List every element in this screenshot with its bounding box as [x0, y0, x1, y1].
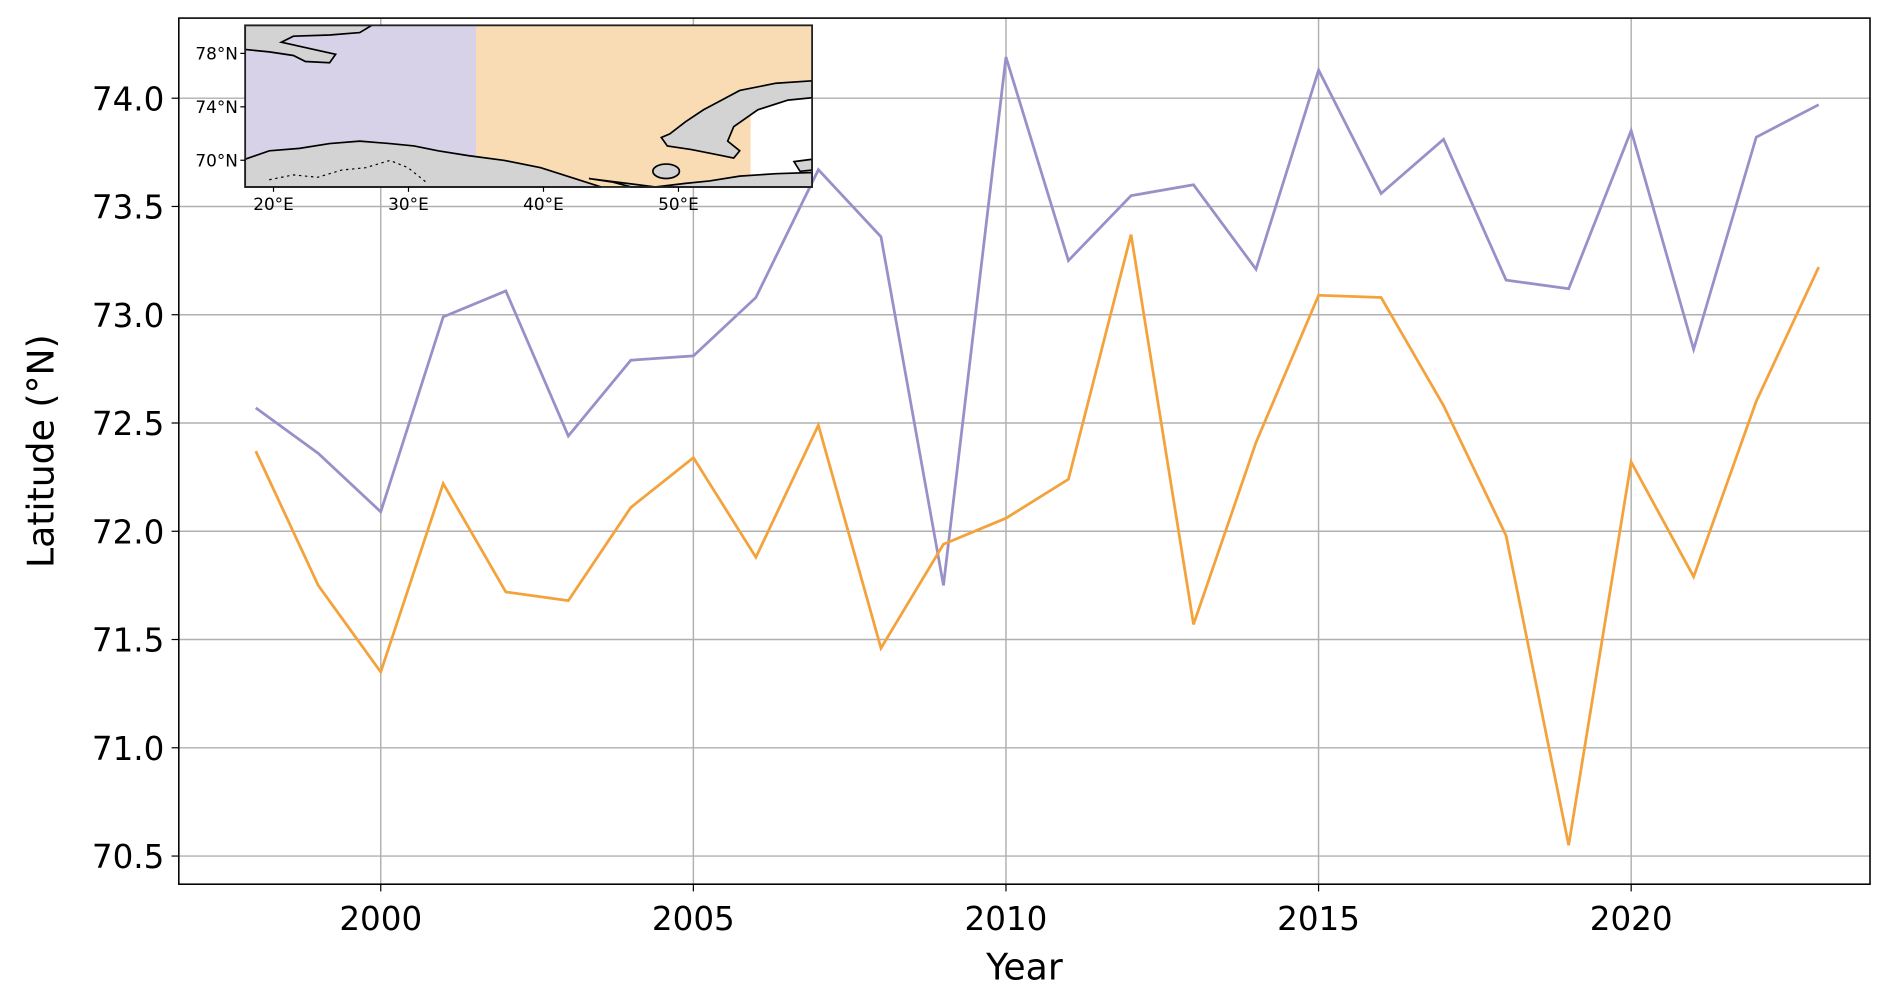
russia-mainland	[588, 171, 813, 188]
grid	[178, 18, 1871, 885]
x-axis-ticks: 2000 2005 2010 2015 2020	[339, 884, 1673, 938]
y-tick-label: 71.5	[92, 622, 164, 660]
x-axis-label: Year	[985, 945, 1063, 988]
inset-lon-label: 40°E	[523, 194, 564, 214]
inset-lat-label: 70°N	[195, 150, 238, 170]
kolguev-island	[652, 163, 681, 180]
x-tick-label: 2020	[1590, 900, 1673, 938]
y-tick-label: 72.0	[92, 513, 164, 551]
y-tick-label: 74.0	[92, 80, 164, 118]
inset-lat-label: 74°N	[195, 97, 238, 117]
series-line-purple	[254, 56, 1820, 586]
inset-lat-label: 78°N	[195, 43, 238, 63]
inset-map: 20°E 30°E 40°E 50°E 78°N 74°N 70°N	[195, 24, 814, 214]
y-axis-ticks: 70.5 71.0 71.5 72.0 72.5 73.0 73.5 74.0	[92, 80, 179, 876]
land	[244, 24, 813, 188]
inset-frame	[244, 24, 814, 188]
inset-lon-label: 30°E	[388, 194, 429, 214]
y-tick-label: 70.5	[92, 838, 164, 876]
series-lines	[254, 56, 1820, 846]
plot-frame	[178, 17, 1871, 885]
y-tick-label: 71.0	[92, 730, 164, 768]
series-line-orange	[254, 234, 1820, 846]
x-tick-label: 2010	[965, 900, 1048, 938]
norway-border	[269, 159, 427, 183]
inset-lon-label: 50°E	[658, 194, 699, 214]
svalbard	[244, 24, 375, 64]
y-tick-label: 73.5	[92, 189, 164, 227]
inset-lon-label: 20°E	[253, 194, 294, 214]
x-tick-label: 2005	[652, 900, 735, 938]
inset-ticks: 20°E 30°E 40°E 50°E 78°N 74°N 70°N	[195, 43, 698, 213]
novaya-zemlya	[660, 79, 813, 159]
x-tick-label: 2000	[339, 900, 422, 938]
y-tick-label: 73.0	[92, 297, 164, 335]
y-tick-label: 72.5	[92, 405, 164, 443]
x-tick-label: 2015	[1277, 900, 1360, 938]
norway-coast	[244, 140, 602, 188]
y-axis-label: Latitude (°N)	[19, 334, 62, 568]
